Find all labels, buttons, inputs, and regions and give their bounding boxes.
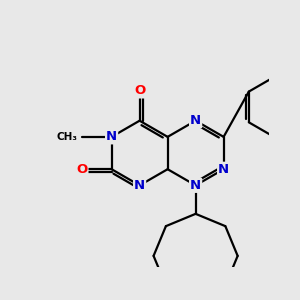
Text: O: O xyxy=(134,84,145,98)
Text: N: N xyxy=(190,114,201,127)
Text: N: N xyxy=(190,179,201,192)
Text: O: O xyxy=(76,163,88,176)
Text: CH₃: CH₃ xyxy=(56,132,77,142)
Text: N: N xyxy=(218,163,229,176)
Text: N: N xyxy=(134,179,145,192)
Text: N: N xyxy=(106,130,117,143)
